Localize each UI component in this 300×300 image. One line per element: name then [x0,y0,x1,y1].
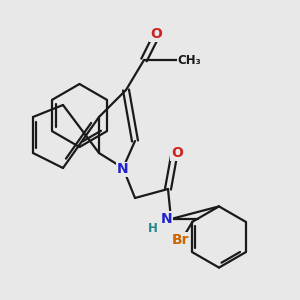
Text: CH₃: CH₃ [177,53,201,67]
Text: Br: Br [172,233,189,247]
Text: N: N [117,163,129,176]
Text: O: O [150,28,162,41]
Text: O: O [171,146,183,160]
Text: N: N [161,212,172,226]
Text: H: H [148,221,158,235]
